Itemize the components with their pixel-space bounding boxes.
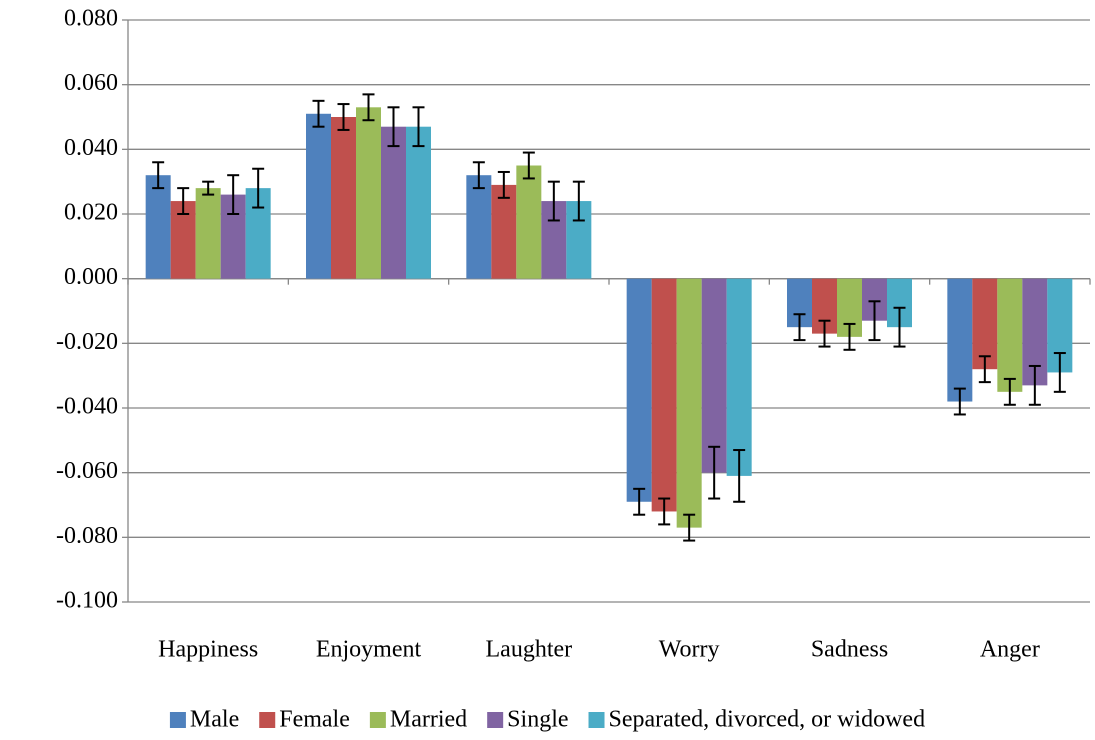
error-bar xyxy=(497,170,510,199)
legend-swatch xyxy=(588,712,605,728)
error-bar xyxy=(953,387,966,416)
legend-swatch xyxy=(487,712,504,728)
error-bar xyxy=(793,313,806,342)
error-bar xyxy=(227,174,240,215)
legend-label: Married xyxy=(390,707,467,733)
error-bar xyxy=(387,106,400,148)
bar xyxy=(356,107,381,279)
error-bar xyxy=(1053,352,1066,393)
x-tick-label: Worry xyxy=(659,637,720,663)
legend-label: Female xyxy=(279,707,350,733)
error-bar xyxy=(312,99,325,128)
y-tick-label: -0.060 xyxy=(56,458,118,484)
x-tick-label: Happiness xyxy=(158,637,258,663)
error-bar xyxy=(633,487,646,516)
bar xyxy=(947,278,973,402)
error-bar xyxy=(843,322,856,351)
error-bar xyxy=(547,180,560,222)
bar xyxy=(972,278,998,370)
bar xyxy=(466,175,492,279)
error-bar xyxy=(818,319,831,348)
error-bar xyxy=(868,300,881,342)
y-tick-label: -0.080 xyxy=(56,523,118,549)
error-bar xyxy=(337,103,350,131)
error-bar xyxy=(252,167,265,209)
error-bar xyxy=(658,497,671,526)
x-tick-label: Enjoyment xyxy=(316,637,422,663)
error-bar xyxy=(177,187,190,215)
y-tick-label: 0.000 xyxy=(64,264,118,290)
x-tick-label: Sadness xyxy=(811,637,888,663)
error-bar xyxy=(893,306,906,348)
bar xyxy=(701,278,727,473)
bar xyxy=(516,165,542,279)
bar xyxy=(726,278,752,476)
error-bar xyxy=(472,161,485,190)
legend-swatch xyxy=(169,712,186,728)
x-tick-label: Anger xyxy=(980,637,1040,663)
bar xyxy=(626,278,652,502)
error-bar xyxy=(1003,377,1016,406)
error-bar xyxy=(362,93,375,122)
y-tick-label: 0.040 xyxy=(64,135,118,161)
error-bar xyxy=(202,180,215,196)
bar xyxy=(195,188,221,279)
error-bar xyxy=(708,445,721,500)
bar xyxy=(145,175,171,279)
bar xyxy=(676,278,702,528)
bar xyxy=(306,113,331,279)
error-bar xyxy=(683,513,696,542)
error-bar xyxy=(522,151,535,180)
legend-label: Male xyxy=(190,707,239,733)
legend-swatch xyxy=(369,712,386,728)
legend-label: Separated, divorced, or widowed xyxy=(609,707,926,733)
legend-label: Single xyxy=(507,707,568,733)
bar xyxy=(651,278,677,512)
y-tick-label: 0.060 xyxy=(64,70,118,96)
bar xyxy=(406,126,431,279)
y-tick-label: 0.020 xyxy=(64,200,118,226)
bar xyxy=(381,126,406,279)
x-tick-label: Laughter xyxy=(486,637,573,663)
error-bar xyxy=(733,449,746,503)
y-tick-label: 0.080 xyxy=(64,6,118,32)
legend-swatch xyxy=(259,712,276,728)
y-tick-label: -0.040 xyxy=(56,394,118,420)
error-bar xyxy=(412,106,425,148)
error-bar xyxy=(1028,364,1041,406)
bar xyxy=(331,117,356,279)
bar xyxy=(491,184,517,279)
error-bar xyxy=(152,161,165,190)
legend: Male Female Married Single Separated, divorc… xyxy=(169,707,926,733)
error-bar xyxy=(572,180,585,222)
error-bar xyxy=(978,355,991,384)
bar xyxy=(997,278,1023,392)
y-tick-label: -0.100 xyxy=(56,588,118,614)
y-tick-label: -0.020 xyxy=(56,329,118,355)
